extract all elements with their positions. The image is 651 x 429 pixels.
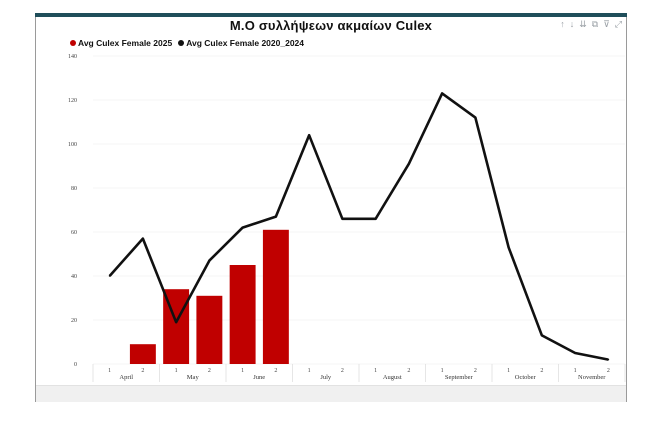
x-tick-label: 2	[607, 368, 610, 374]
arrow-down-icon[interactable]: ↓	[569, 19, 575, 29]
visual-toolbar: ↑ ↓ ⇊ ⧉ ⊽ ⤢	[560, 19, 622, 30]
bar-2025	[129, 344, 156, 364]
line-point-2020-2024	[341, 218, 344, 220]
line-point-2020-2024	[607, 358, 610, 361]
x-tick-label: 1	[374, 368, 377, 374]
y-tick-label: 100	[68, 142, 77, 148]
focus-mode-icon[interactable]: ⤢	[614, 19, 622, 29]
drill-down-icon[interactable]: ⇊	[579, 19, 587, 29]
line-point-2020-2024	[507, 246, 510, 249]
chart-legend: Avg Culex Female 2025 Avg Culex Female 2…	[70, 38, 304, 48]
line-point-2020-2024	[441, 92, 443, 95]
x-tick-label: 1	[108, 368, 111, 374]
line-point-2020-2024	[374, 218, 377, 220]
legend-item-2020-2024[interactable]: Avg Culex Female 2020_2024	[178, 38, 304, 48]
line-point-2020-2024	[108, 275, 111, 277]
legend-marker-2025	[70, 40, 76, 46]
x-month-label: September	[445, 374, 474, 381]
bar-2025	[229, 265, 256, 364]
legend-label-2025: Avg Culex Female 2025	[78, 38, 173, 48]
x-tick-label: 2	[474, 368, 477, 374]
y-tick-label: 140	[68, 54, 77, 60]
line-point-2020-2024	[574, 352, 576, 354]
x-month-label: August	[383, 374, 402, 381]
line-point-2020-2024	[275, 215, 277, 218]
bar-2025	[196, 295, 223, 364]
x-tick-label: 2	[341, 368, 344, 374]
x-month-label: November	[578, 374, 606, 381]
x-tick-label: 2	[407, 368, 410, 374]
line-point-2020-2024	[474, 116, 477, 119]
x-month-label: July	[320, 374, 332, 381]
line-point-2020-2024	[541, 334, 543, 337]
y-tick-label: 0	[74, 362, 77, 368]
y-tick-label: 120	[68, 98, 77, 104]
x-month-label: October	[515, 374, 537, 381]
scrollbar-track[interactable]	[36, 385, 626, 402]
x-month-label: June	[253, 374, 265, 381]
legend-marker-2020-2024	[178, 40, 185, 46]
x-tick-label: 1	[507, 368, 510, 374]
x-tick-label: 1	[308, 368, 311, 374]
legend-item-2025[interactable]: Avg Culex Female 2025	[70, 38, 172, 48]
line-point-2020-2024	[308, 134, 310, 136]
visual-header-bar	[35, 13, 627, 17]
y-tick-label: 60	[71, 230, 77, 236]
x-tick-label: 1	[241, 368, 244, 374]
line-point-2020-2024	[208, 259, 211, 262]
expand-icon[interactable]: ⧉	[591, 19, 599, 29]
chart-title: Μ.Ο συλλήψεων ακμαίων Culex	[229, 18, 433, 33]
y-tick-label: 20	[71, 318, 77, 324]
x-tick-label: 1	[175, 368, 178, 374]
y-tick-label: 40	[71, 274, 77, 280]
line-point-2020-2024	[175, 321, 177, 324]
x-tick-label: 2	[540, 368, 543, 374]
arrow-up-icon[interactable]: ↑	[560, 19, 565, 29]
chart-frame	[35, 13, 627, 402]
x-tick-label: 2	[274, 368, 277, 374]
x-tick-label: 2	[141, 368, 144, 374]
x-tick-label: 2	[208, 368, 211, 374]
bar-2025	[262, 229, 289, 364]
line-point-2020-2024	[241, 226, 244, 229]
legend-label-2020-2024: Avg Culex Female 2020_2024	[186, 38, 305, 48]
x-tick-label: 1	[574, 368, 577, 374]
x-tick-label: 1	[441, 368, 444, 374]
line-point-2020-2024	[408, 163, 410, 165]
x-month-label: May	[187, 374, 200, 381]
y-tick-label: 80	[71, 186, 77, 192]
line-series-2020-2024	[108, 92, 609, 361]
x-month-label: April	[119, 374, 133, 381]
filter-icon[interactable]: ⊽	[603, 19, 610, 29]
line-point-2020-2024	[142, 237, 144, 240]
